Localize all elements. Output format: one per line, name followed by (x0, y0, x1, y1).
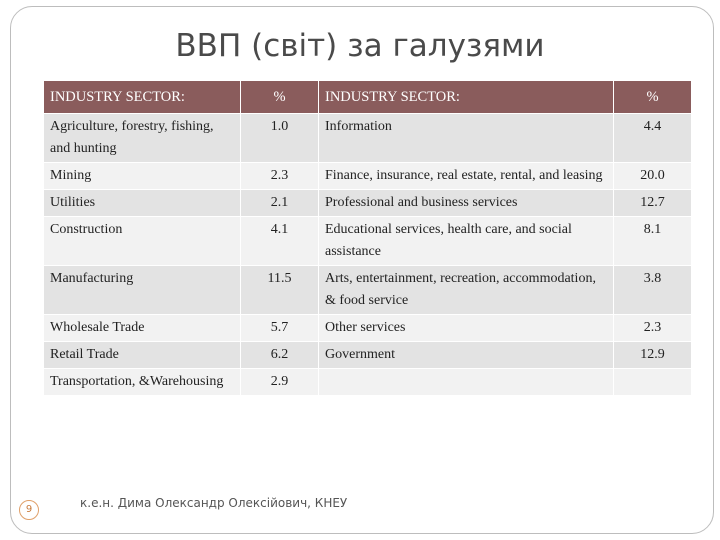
gdp-by-sector-table: INDUSTRY SECTOR: % INDUSTRY SECTOR: % Ag… (43, 80, 692, 396)
sector-cell: Wholesale Trade (43, 314, 241, 342)
sector-cell: Professional and business services (318, 189, 614, 217)
percent-cell: 2.1 (240, 189, 319, 217)
percent-cell: 4.4 (613, 113, 692, 163)
table-row: Retail Trade 6.2 Government 12.9 (43, 341, 692, 369)
percent-cell: 2.3 (613, 314, 692, 342)
sector-cell: Other services (318, 314, 614, 342)
percent-cell: 20.0 (613, 162, 692, 190)
sector-cell: Construction (43, 216, 241, 266)
page-number: 9 (19, 500, 39, 520)
sector-cell: Arts, entertainment, recreation, accommo… (318, 265, 614, 315)
percent-cell: 3.8 (613, 265, 692, 315)
header-sector-2: INDUSTRY SECTOR: (318, 80, 614, 114)
percent-cell: 4.1 (240, 216, 319, 266)
sector-cell: Government (318, 341, 614, 369)
percent-cell: 2.9 (240, 368, 319, 396)
sector-cell: Agriculture, forestry, fishing, and hunt… (43, 113, 241, 163)
sector-cell: Mining (43, 162, 241, 190)
percent-cell: 1.0 (240, 113, 319, 163)
slide-frame (10, 6, 714, 534)
table-row: Agriculture, forestry, fishing, and hunt… (43, 113, 692, 163)
sector-cell: Finance, insurance, real estate, rental,… (318, 162, 614, 190)
table-row: Transportation, &Warehousing 2.9 (43, 368, 692, 396)
header-percent-2: % (613, 80, 692, 114)
sector-cell (318, 368, 614, 396)
table-header-row: INDUSTRY SECTOR: % INDUSTRY SECTOR: % (43, 80, 692, 114)
percent-cell (613, 368, 692, 396)
sector-cell: Educational services, health care, and s… (318, 216, 614, 266)
percent-cell: 12.7 (613, 189, 692, 217)
percent-cell: 2.3 (240, 162, 319, 190)
footer-author: к.е.н. Дима Олександр Олексійович, КНЕУ (80, 496, 348, 510)
percent-cell: 12.9 (613, 341, 692, 369)
sector-cell: Transportation, &Warehousing (43, 368, 241, 396)
table-row: Construction 4.1 Educational services, h… (43, 216, 692, 266)
percent-cell: 11.5 (240, 265, 319, 315)
sector-cell: Manufacturing (43, 265, 241, 315)
table-row: Wholesale Trade 5.7 Other services 2.3 (43, 314, 692, 342)
sector-cell: Utilities (43, 189, 241, 217)
header-percent-1: % (240, 80, 319, 114)
table-row: Manufacturing 11.5 Arts, entertainment, … (43, 265, 692, 315)
percent-cell: 5.7 (240, 314, 319, 342)
slide-title: ВВП (світ) за галузями (175, 28, 545, 64)
table-row: Utilities 2.1 Professional and business … (43, 189, 692, 217)
percent-cell: 6.2 (240, 341, 319, 369)
table-row: Mining 2.3 Finance, insurance, real esta… (43, 162, 692, 190)
sector-cell: Retail Trade (43, 341, 241, 369)
header-sector-1: INDUSTRY SECTOR: (43, 80, 241, 114)
percent-cell: 8.1 (613, 216, 692, 266)
sector-cell: Information (318, 113, 614, 163)
